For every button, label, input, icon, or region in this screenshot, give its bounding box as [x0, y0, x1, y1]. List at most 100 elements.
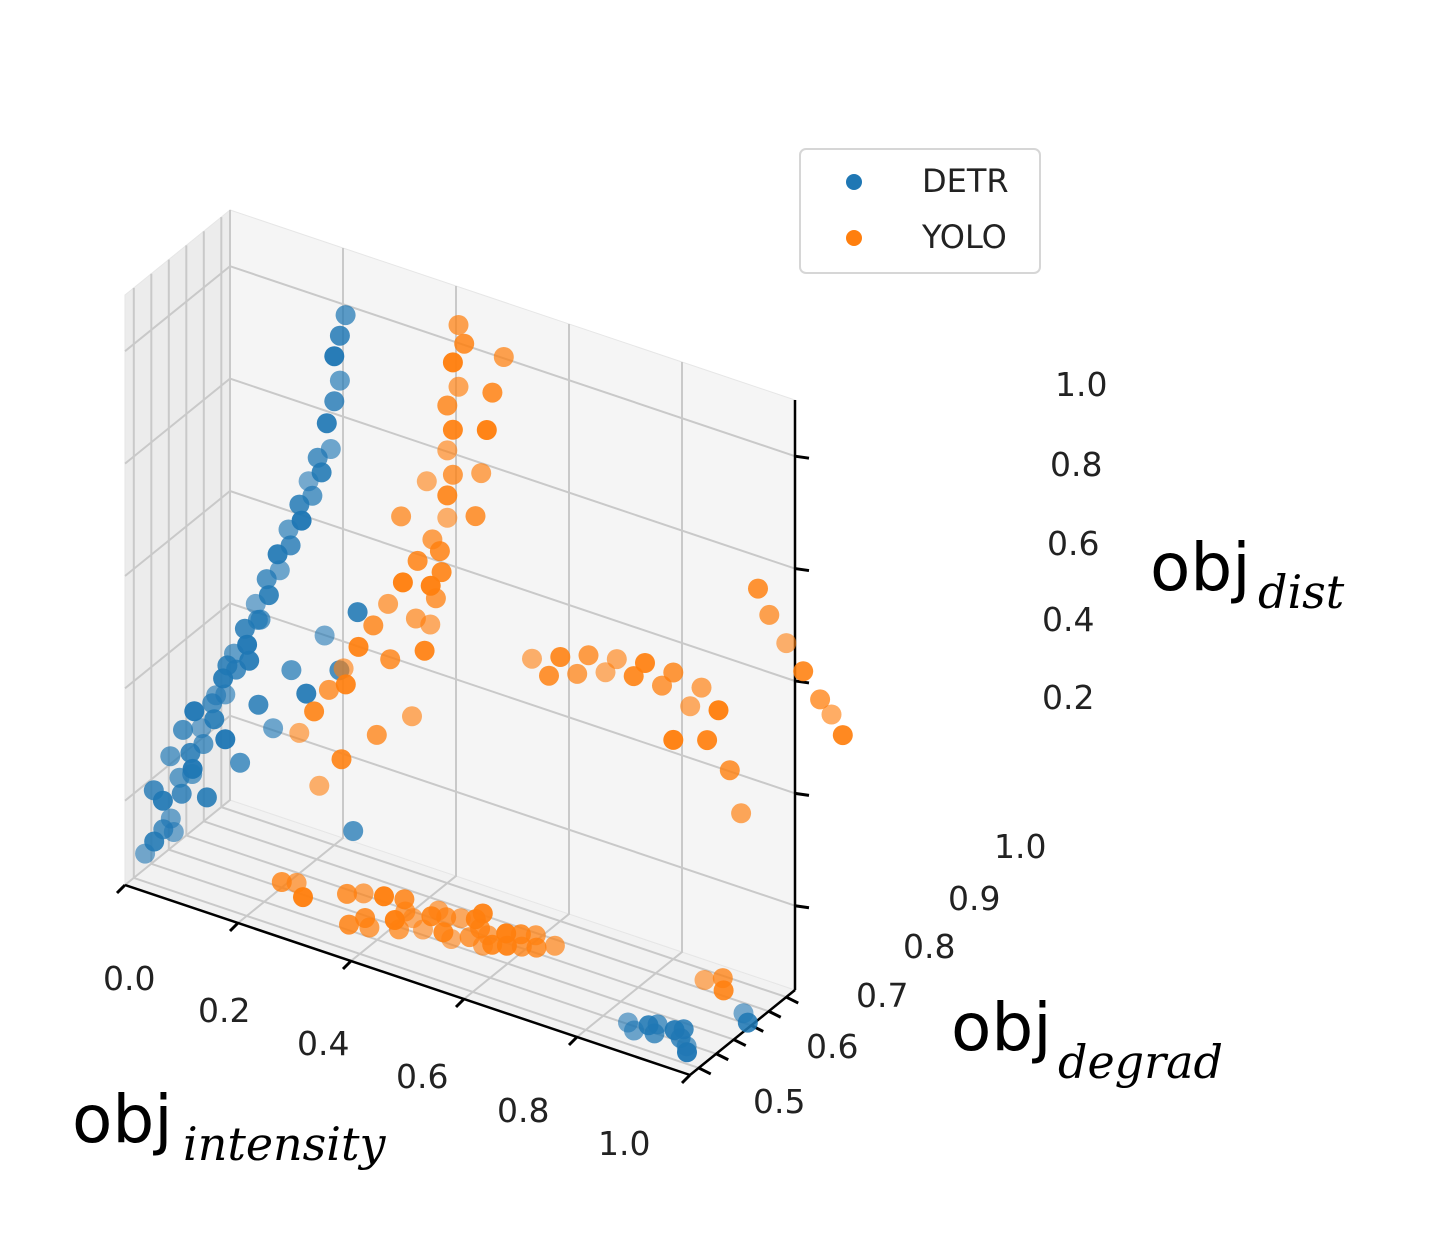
detr-point: [206, 685, 227, 706]
yolo-point: [441, 929, 462, 949]
detr-point: [291, 510, 312, 531]
yolo-point: [425, 588, 446, 609]
y-axis-label: obj degrad: [951, 989, 1223, 1089]
yolo-point: [496, 935, 517, 956]
x-tick-label: 0.8: [497, 1091, 549, 1130]
yolo-point: [448, 376, 469, 397]
yolo-point: [271, 872, 292, 892]
yolo-point: [437, 507, 458, 528]
z-tick-label: 0.8: [1050, 445, 1102, 484]
yolo-point: [526, 937, 547, 958]
yolo-point: [335, 674, 356, 695]
detr-point: [269, 560, 290, 581]
detr-point: [171, 783, 192, 804]
detr-point: [347, 602, 368, 623]
z-tick-label: 0.4: [1042, 600, 1094, 639]
yolo-point: [437, 485, 458, 506]
detr-point: [160, 746, 181, 767]
gridline-y: [132, 287, 700, 1069]
z-tick-label: 0.6: [1047, 524, 1099, 563]
yolo-point: [389, 919, 409, 940]
yolo-point: [331, 749, 352, 770]
detr-point: [316, 413, 337, 434]
detr-point: [624, 1020, 644, 1041]
detr-point: [280, 535, 301, 556]
yolo-point: [454, 333, 475, 354]
yolo-point: [578, 645, 599, 666]
y-tick-label: 0.7: [856, 976, 908, 1015]
yolo-point: [663, 729, 684, 750]
gridline-y: [185, 245, 752, 1027]
gridline-z: [124, 489, 796, 682]
detr-point: [737, 1012, 758, 1033]
x-tick-mark: [567, 1035, 579, 1047]
yolo-point: [428, 900, 449, 921]
x-axis-line: [124, 883, 691, 1077]
yolo-point: [420, 614, 441, 635]
yolo-point: [304, 701, 325, 722]
z-tick-label: 0.2: [1042, 678, 1094, 717]
y-tick-mark: [715, 1052, 729, 1062]
detr-point: [239, 650, 260, 671]
gridline-z: [124, 714, 796, 907]
yolo-point: [544, 935, 565, 956]
yolo-point: [333, 658, 354, 679]
yolo-point: [429, 541, 450, 562]
yolo-point: [378, 593, 399, 614]
detr-point: [324, 346, 345, 367]
z-tick-mark: [794, 679, 810, 685]
detr-point: [237, 634, 258, 655]
axis-lines: [115, 400, 810, 1085]
yolo-point: [450, 908, 471, 929]
y-axis-label-base: obj: [951, 989, 1052, 1066]
z-tick-label: 1.0: [1055, 365, 1107, 404]
yolo-point: [635, 653, 655, 673]
yolo-point: [414, 640, 435, 661]
detr-point: [204, 709, 225, 730]
z-axis-label: obj dist: [1150, 529, 1345, 619]
detr-point: [217, 655, 238, 676]
legend-marker-detr: [846, 174, 862, 190]
yolo-point: [810, 689, 831, 710]
yolo-point: [691, 677, 712, 698]
z-axis-ticks: 0.2 0.4 0.6 0.8 1.0: [1042, 365, 1107, 717]
yolo-point: [476, 420, 497, 440]
yolo-point: [471, 463, 492, 484]
z-tick-mark: [794, 791, 810, 797]
x-tick-label: 0.2: [198, 991, 250, 1030]
detr-point: [677, 1042, 697, 1063]
yolo-point: [776, 633, 797, 654]
detr-point: [173, 719, 193, 740]
x-tick-label: 1.0: [598, 1124, 650, 1163]
yolo-point: [680, 696, 701, 717]
gridline-x: [237, 248, 344, 924]
yolo-point: [663, 662, 684, 683]
detr-point: [324, 391, 345, 412]
yolo-point: [567, 663, 588, 684]
gridline-x: [124, 210, 231, 886]
yolo-point: [359, 917, 380, 938]
z-axis-label-base: obj: [1150, 529, 1251, 606]
detr-point: [263, 718, 284, 739]
legend-label-detr: DETR: [922, 162, 1009, 200]
yolo-point: [793, 661, 814, 682]
x-axis-label: obj intensity: [72, 1081, 386, 1171]
detr-point: [182, 764, 203, 784]
detr-point: [258, 585, 279, 606]
y-tick-label: 0.6: [806, 1027, 858, 1066]
yolo-point: [550, 647, 571, 667]
x-tick-mark: [680, 1073, 692, 1085]
yolo-point: [437, 440, 458, 461]
yolo-point: [719, 760, 740, 781]
yolo-point: [392, 572, 413, 593]
y-tick-label: 0.8: [903, 927, 955, 966]
yolo-point: [374, 886, 394, 907]
detr-point: [143, 780, 164, 801]
yolo-point: [595, 662, 616, 683]
yolo-point: [821, 704, 842, 725]
detr-point: [673, 1019, 694, 1040]
yolo-point: [318, 679, 339, 700]
yolo-point: [366, 724, 387, 745]
gridline-x: [463, 324, 570, 1000]
